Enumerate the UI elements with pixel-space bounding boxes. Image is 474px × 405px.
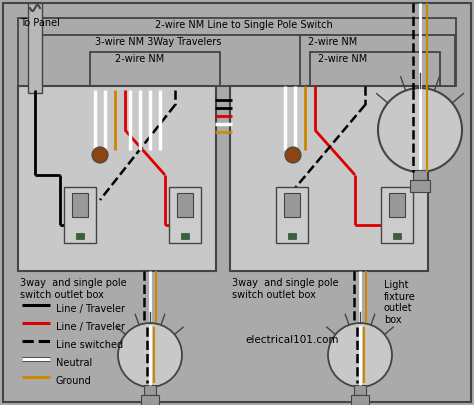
- Bar: [389, 193, 405, 217]
- Text: 2-wire NM Line to Single Pole Switch: 2-wire NM Line to Single Pole Switch: [155, 20, 333, 30]
- Circle shape: [328, 323, 392, 387]
- Circle shape: [118, 323, 182, 387]
- Text: electrical101.com: electrical101.com: [245, 335, 338, 345]
- Bar: [413, 170, 427, 180]
- Bar: [284, 193, 300, 217]
- Circle shape: [285, 147, 301, 163]
- Bar: [351, 395, 369, 405]
- Bar: [76, 233, 84, 239]
- Bar: [28, 3, 42, 93]
- Text: 3way  and single pole
switch outlet box: 3way and single pole switch outlet box: [20, 278, 127, 300]
- Bar: [181, 233, 189, 239]
- Bar: [177, 193, 193, 217]
- Text: Ground: Ground: [56, 376, 92, 386]
- Bar: [141, 395, 159, 405]
- Circle shape: [92, 147, 108, 163]
- Bar: [354, 385, 366, 395]
- Bar: [64, 187, 96, 243]
- Bar: [276, 187, 308, 243]
- Circle shape: [378, 88, 462, 172]
- Text: Line / Traveler: Line / Traveler: [56, 322, 125, 332]
- Text: Neutral: Neutral: [56, 358, 92, 368]
- Bar: [310, 52, 440, 86]
- Bar: [72, 193, 88, 217]
- Bar: [144, 385, 156, 395]
- Text: 3way  and single pole
switch outlet box: 3way and single pole switch outlet box: [232, 278, 338, 300]
- Bar: [18, 18, 456, 86]
- Bar: [18, 86, 216, 271]
- Bar: [393, 233, 401, 239]
- Text: 2-wire NM: 2-wire NM: [115, 54, 164, 64]
- Bar: [410, 180, 430, 192]
- Text: 3-wire NM 3Way Travelers: 3-wire NM 3Way Travelers: [95, 37, 221, 47]
- Text: 2-wire NM: 2-wire NM: [308, 37, 357, 47]
- Text: Light
fixture
outlet
box: Light fixture outlet box: [384, 280, 416, 325]
- Text: Line / Traveler: Line / Traveler: [56, 304, 125, 314]
- Text: Line switched: Line switched: [56, 340, 123, 350]
- Bar: [230, 86, 428, 271]
- Bar: [169, 187, 201, 243]
- Bar: [30, 35, 330, 86]
- Bar: [90, 52, 220, 86]
- Bar: [381, 187, 413, 243]
- Text: To Panel: To Panel: [20, 18, 60, 28]
- Bar: [300, 35, 455, 86]
- Text: 2-wire NM: 2-wire NM: [318, 54, 367, 64]
- Bar: [288, 233, 296, 239]
